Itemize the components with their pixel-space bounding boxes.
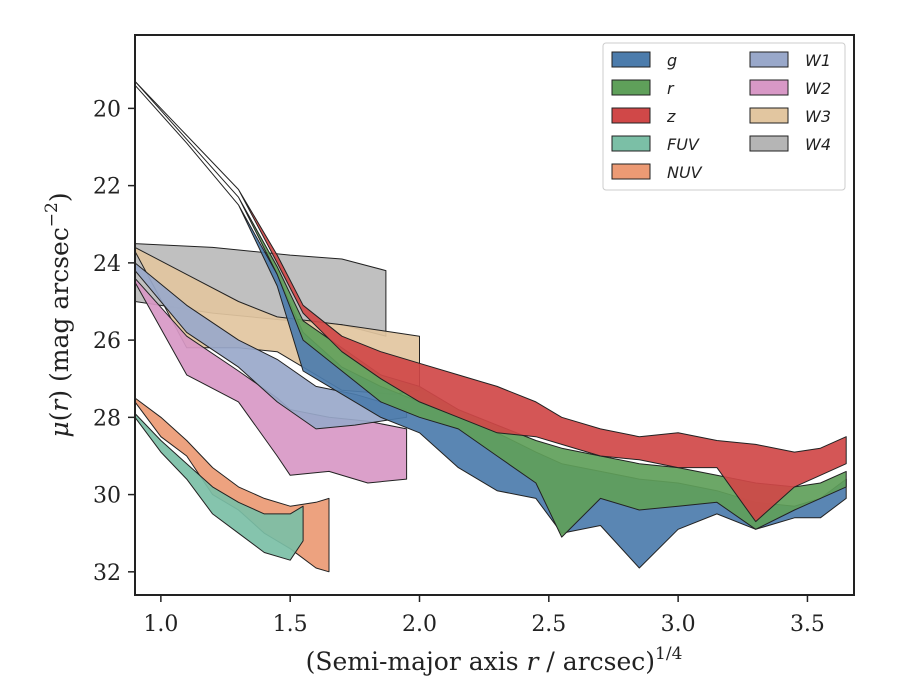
- legend-label-w1: W1: [805, 51, 831, 70]
- y-axis-ticks: 20 22 24 26 28 30 32: [93, 97, 135, 586]
- y-tick-label: 32: [93, 561, 121, 586]
- legend-label-w2: W2: [805, 79, 831, 98]
- x-tick-label: 2.5: [531, 612, 566, 637]
- x-tick-label: 1.5: [273, 612, 308, 637]
- series-layer: [134, 80, 847, 573]
- y-axis-label-mid: (: [45, 412, 74, 422]
- x-tick-label: 2.0: [402, 612, 437, 637]
- legend-swatch-w3: [749, 107, 789, 124]
- legend-label-w3: W3: [805, 107, 831, 126]
- y-tick-label: 30: [93, 484, 121, 509]
- y-tick-label: 26: [93, 329, 121, 354]
- x-axis-label-sup: 1/4: [655, 644, 682, 664]
- legend: grz FUV NUV W1 W2 W3 W4: [602, 42, 846, 191]
- series-band-fuv: [134, 413, 304, 561]
- legend-swatch-w1: [749, 51, 789, 68]
- legend-label-z: z: [666, 107, 676, 126]
- y-tick-label: 20: [93, 97, 121, 122]
- y-tick-label: 24: [93, 252, 121, 277]
- legend-swatch-z: [611, 107, 651, 124]
- legend-swatch-fuv: [611, 135, 651, 152]
- legend-swatch-g: [611, 51, 651, 68]
- legend-swatch-w2: [749, 79, 789, 96]
- y-axis-label: μ(r) (mag arcsec−2): [42, 192, 74, 437]
- legend-label-g: g: [667, 51, 677, 70]
- x-axis-label-post: / arcsec): [538, 647, 655, 676]
- legend-label-nuv: NUV: [667, 163, 703, 182]
- legend-swatch-nuv: [611, 163, 651, 180]
- plot-frame: [134, 34, 855, 596]
- y-axis-label-sup: −2: [42, 202, 62, 227]
- legend-label-fuv: FUV: [667, 135, 700, 154]
- legend-swatch-w4: [749, 135, 789, 152]
- x-axis-label: (Semi-major axis r / arcsec)1/4: [306, 644, 683, 676]
- x-axis-ticks: 1.0 1.5 2.0 2.5 3.0 3.5: [143, 595, 825, 637]
- y-tick-label: 28: [93, 406, 121, 431]
- x-tick-label: 1.0: [143, 612, 178, 637]
- y-axis-label-var2: r: [45, 398, 74, 412]
- legend-swatch-r: [611, 79, 651, 96]
- y-tick-label: 22: [93, 175, 121, 200]
- legend-label-r: r: [667, 79, 675, 98]
- legend-label-w4: W4: [805, 135, 831, 154]
- x-axis-label-pre: (Semi-major axis: [306, 647, 527, 676]
- x-axis-label-var: r: [527, 647, 541, 676]
- series-band-z: [134, 80, 847, 523]
- x-tick-label: 3.0: [661, 612, 696, 637]
- y-axis-label-post: ) (mag arcsec: [45, 227, 74, 400]
- x-tick-label: 3.5: [790, 612, 825, 637]
- y-axis-label-var: μ: [45, 421, 74, 437]
- y-axis-label-end: ): [45, 192, 74, 202]
